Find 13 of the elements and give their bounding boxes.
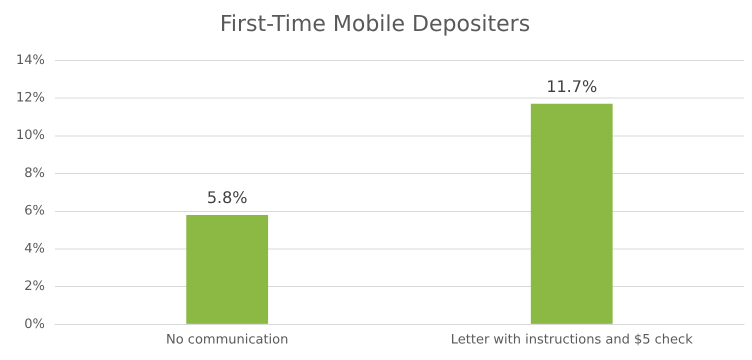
data-label: 5.8% [206,188,248,208]
y-tick-label: 6% [24,204,45,219]
x-tick-label: No communication [166,332,288,348]
x-tick-label: Letter with instructions and $5 check [450,332,694,348]
y-tick-label: 10% [16,128,45,144]
data-label: 11.7% [546,76,598,96]
y-tick-label: 12% [16,90,45,106]
chart-title: First-Time Mobile Depositers [220,12,530,37]
y-tick-label: 0% [24,316,45,332]
y-tick-label: 8% [24,166,45,181]
y-tick-label: 14% [16,52,45,68]
y-tick-label: 4% [24,241,45,256]
y-tick-label: 2% [24,279,45,294]
